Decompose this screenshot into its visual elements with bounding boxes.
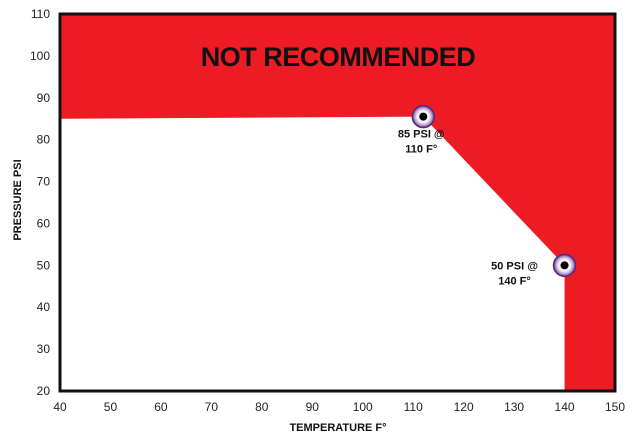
- point-label: 85 PSI @: [398, 129, 445, 141]
- plot-frame: [58, 12, 617, 393]
- y-tick-label: 60: [37, 216, 51, 230]
- data-point-center: [419, 112, 428, 121]
- annotations: NOT RECOMMENDED TEMPERATURE F° PRESSURE …: [12, 42, 577, 434]
- y-tick-label: 40: [37, 300, 51, 314]
- y-tick-label: 30: [37, 342, 51, 356]
- data-point-center: [560, 261, 569, 270]
- y-tick-label: 90: [37, 91, 51, 105]
- x-tick-label: 90: [306, 400, 320, 414]
- y-tick-label: 20: [37, 384, 51, 398]
- x-tick-label: 80: [255, 400, 269, 414]
- x-tick-label: 50: [104, 400, 118, 414]
- x-tick-label: 100: [353, 400, 373, 414]
- x-tick-label: 120: [454, 400, 474, 414]
- plot-area: [58, 12, 617, 393]
- y-tick-label: 110: [31, 7, 50, 21]
- point-label: 50 PSI @: [491, 260, 538, 272]
- axis-ticks: 40 50 60 70 80 90 100 110 120 130 140 150 20 30 40 50 60…: [30, 7, 625, 414]
- x-tick-label: 60: [154, 400, 168, 414]
- x-tick-label: 150: [605, 400, 625, 414]
- point-label: 140 F°: [498, 275, 531, 287]
- y-axis-title: PRESSURE PSI: [12, 159, 24, 240]
- not-recommended-label: NOT RECOMMENDED: [201, 42, 476, 72]
- y-tick-label: 100: [30, 49, 50, 63]
- x-axis-title: TEMPERATURE F°: [289, 422, 386, 434]
- x-tick-label: 70: [205, 400, 219, 414]
- y-tick-label: 80: [37, 133, 51, 147]
- recommended-region: [60, 116, 565, 391]
- y-tick-label: 50: [37, 258, 51, 272]
- x-tick-label: 110: [404, 400, 423, 414]
- x-tick-label: 130: [504, 400, 524, 414]
- point-label: 110 F°: [405, 144, 437, 156]
- y-tick-label: 70: [37, 175, 51, 189]
- x-tick-label: 140: [555, 400, 575, 414]
- x-tick-label: 40: [53, 400, 67, 414]
